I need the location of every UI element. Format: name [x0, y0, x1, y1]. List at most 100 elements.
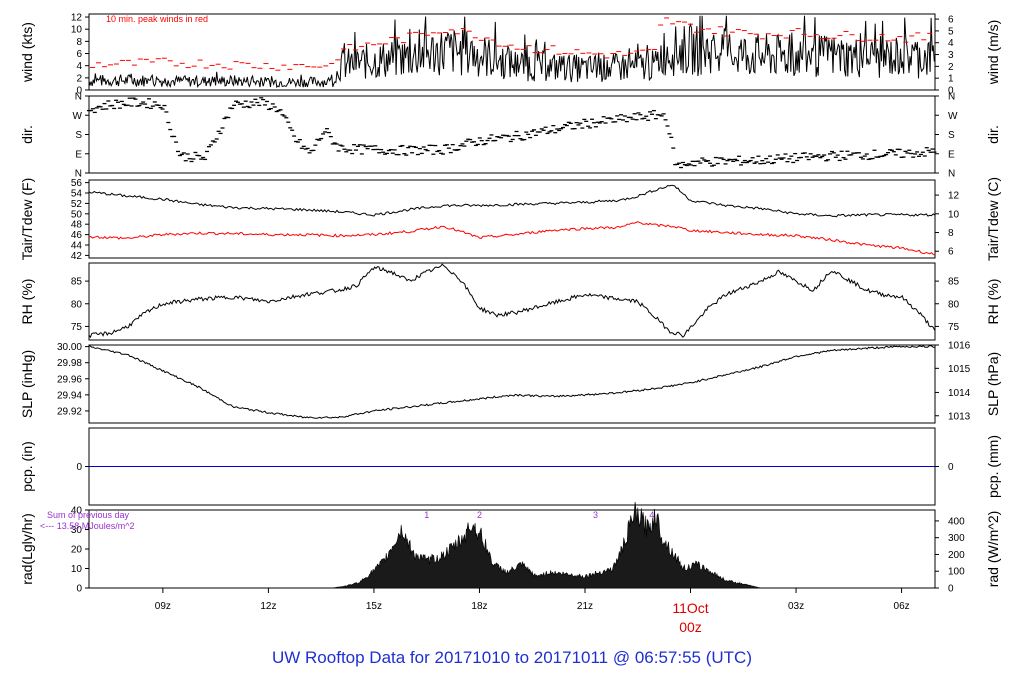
tick-label-right: 1: [948, 74, 954, 85]
tick-label-right: 75: [948, 322, 960, 333]
panel-rh: RH (%) RH (%) 75 80 85 75 80 85: [19, 262, 1001, 341]
ylabel-left: Tair/Tdew (F): [19, 178, 35, 260]
tick-label-left: 12: [71, 13, 83, 24]
tick-label-left: 20: [71, 545, 83, 556]
radiation-marker-label: 3: [593, 510, 598, 520]
radiation-marker-label: 4: [649, 510, 654, 520]
tick-label-right: 200: [948, 550, 965, 561]
tick-label-right: 12: [948, 191, 960, 202]
panel-slp: SLP (inHg) SLP (hPa) 29.92 29.94 29.96 29.98 3…: [19, 341, 1001, 424]
time-tick-label: 09z: [155, 601, 171, 612]
tick-label-right: 3: [948, 50, 954, 61]
tick-label-left: 85: [71, 277, 83, 288]
tick-label-left: 40: [71, 506, 83, 517]
tick-label-right: 4: [948, 38, 954, 49]
tick-label-right: 80: [948, 299, 960, 310]
tick-label-left: 0: [76, 462, 82, 473]
tick-label-left: 10: [71, 25, 83, 36]
wind-speed-line: [88, 15, 935, 89]
tick-label-left: 0: [76, 86, 82, 97]
tick-label-left: 50: [71, 209, 83, 220]
ylabel-right: Tair/Tdew (C): [985, 177, 1001, 261]
time-tick-label: 03z: [788, 601, 804, 612]
pressure-line: [88, 345, 935, 419]
tick-label-left: 6: [76, 49, 82, 60]
panel-frame: [88, 179, 936, 259]
tick-label-right: 0: [948, 86, 954, 97]
ylabel-left: SLP (inHg): [19, 350, 35, 418]
peak-wind-marks: [90, 17, 933, 71]
ylabel-right: rad (W/m^2): [985, 511, 1001, 588]
time-tick-label: 21z: [577, 601, 593, 612]
tick-label-right: W: [948, 111, 958, 122]
tick-label-left: 46: [71, 230, 83, 241]
tick-label-right: 1015: [948, 364, 971, 375]
radiation-marker-label: 2: [477, 510, 482, 520]
footer-title: UW Rooftop Data for 20171010 to 20171011…: [271, 648, 752, 667]
tick-label-left: 80: [71, 299, 83, 310]
time-tick-label: 12z: [260, 601, 276, 612]
tick-label-left: S: [75, 130, 82, 141]
tick-label-left: W: [73, 111, 83, 122]
tick-label-left: E: [75, 149, 82, 160]
peak-wind-note: 10 min. peak winds in red: [106, 14, 208, 24]
ylabel-right: SLP (hPa): [985, 352, 1001, 416]
tick-label-left: 29.94: [57, 390, 82, 401]
tick-label-right: S: [948, 130, 955, 141]
radiation-sum-note: Sum of previous day: [47, 510, 130, 520]
ylabel-right: pcp. (mm): [985, 435, 1001, 498]
tick-label-right: N: [948, 92, 955, 103]
tick-label-right: 6: [948, 247, 954, 258]
tick-label-left: 10: [71, 564, 83, 575]
panel-frame: [88, 95, 936, 174]
tick-label-left: 0: [76, 584, 82, 595]
ylabel-right: RH (%): [985, 279, 1001, 325]
ylabel-right: wind (m/s): [985, 20, 1001, 86]
tick-label-left: 48: [71, 220, 83, 231]
tick-label-left: 30.00: [57, 342, 82, 353]
panel-frame: [88, 13, 936, 91]
humidity-line: [88, 263, 936, 339]
tick-label-left: 44: [71, 241, 83, 252]
panel-frame: [88, 344, 936, 424]
tick-label-left: 29.98: [57, 358, 82, 369]
tick-label-left: 56: [71, 178, 83, 189]
tick-label-right: 2: [948, 62, 954, 73]
time-tick-label: 06z: [894, 601, 910, 612]
tick-label-right: 8: [948, 228, 954, 239]
time-tick-label: 18z: [471, 601, 487, 612]
tick-label-right: 10: [948, 209, 960, 220]
tick-label-right: E: [948, 149, 955, 160]
tick-label-left: 30: [71, 525, 83, 536]
date-marker-day: 11Oct: [672, 600, 708, 616]
panel-rad: rad(Lgly/hr) rad (W/m^2)01020304001002003…: [19, 501, 1001, 595]
panel-temp: Tair/Tdew (F) Tair/Tdew (C) 42444648505254…: [19, 177, 1001, 262]
tick-label-left: 4: [76, 61, 82, 72]
tick-label-left: 75: [71, 322, 83, 333]
tick-label-right: 6: [948, 15, 954, 26]
direction-marks: [87, 97, 937, 169]
tick-label-right: 85: [948, 277, 960, 288]
panel-pcp: pcp. (in) pcp. (mm) 0 0: [19, 427, 1001, 506]
ylabel-left: RH (%): [19, 279, 35, 325]
radiation-sum-value: <--- 13.58 MJoules/m^2: [40, 521, 135, 531]
tick-label-right: N: [948, 169, 955, 180]
panel-frame: [88, 262, 936, 341]
tick-label-left: 29.92: [57, 406, 82, 417]
tick-label-right: 0: [948, 462, 954, 473]
tick-label-left: N: [75, 92, 82, 103]
tick-label-right: 0: [948, 584, 954, 595]
radiation-marker-label: 1: [424, 510, 429, 520]
ylabel-left: wind (kts): [19, 22, 35, 83]
tick-label-right: 400: [948, 516, 965, 527]
dewpoint-line: [88, 221, 936, 256]
tick-label-left: N: [75, 169, 82, 180]
tick-label-right: 300: [948, 533, 965, 544]
ylabel-left: rad(Lgly/hr): [19, 513, 35, 585]
tick-label-right: 100: [948, 567, 965, 578]
tick-label-right: 1016: [948, 341, 971, 352]
tick-label-left: 2: [76, 73, 82, 84]
